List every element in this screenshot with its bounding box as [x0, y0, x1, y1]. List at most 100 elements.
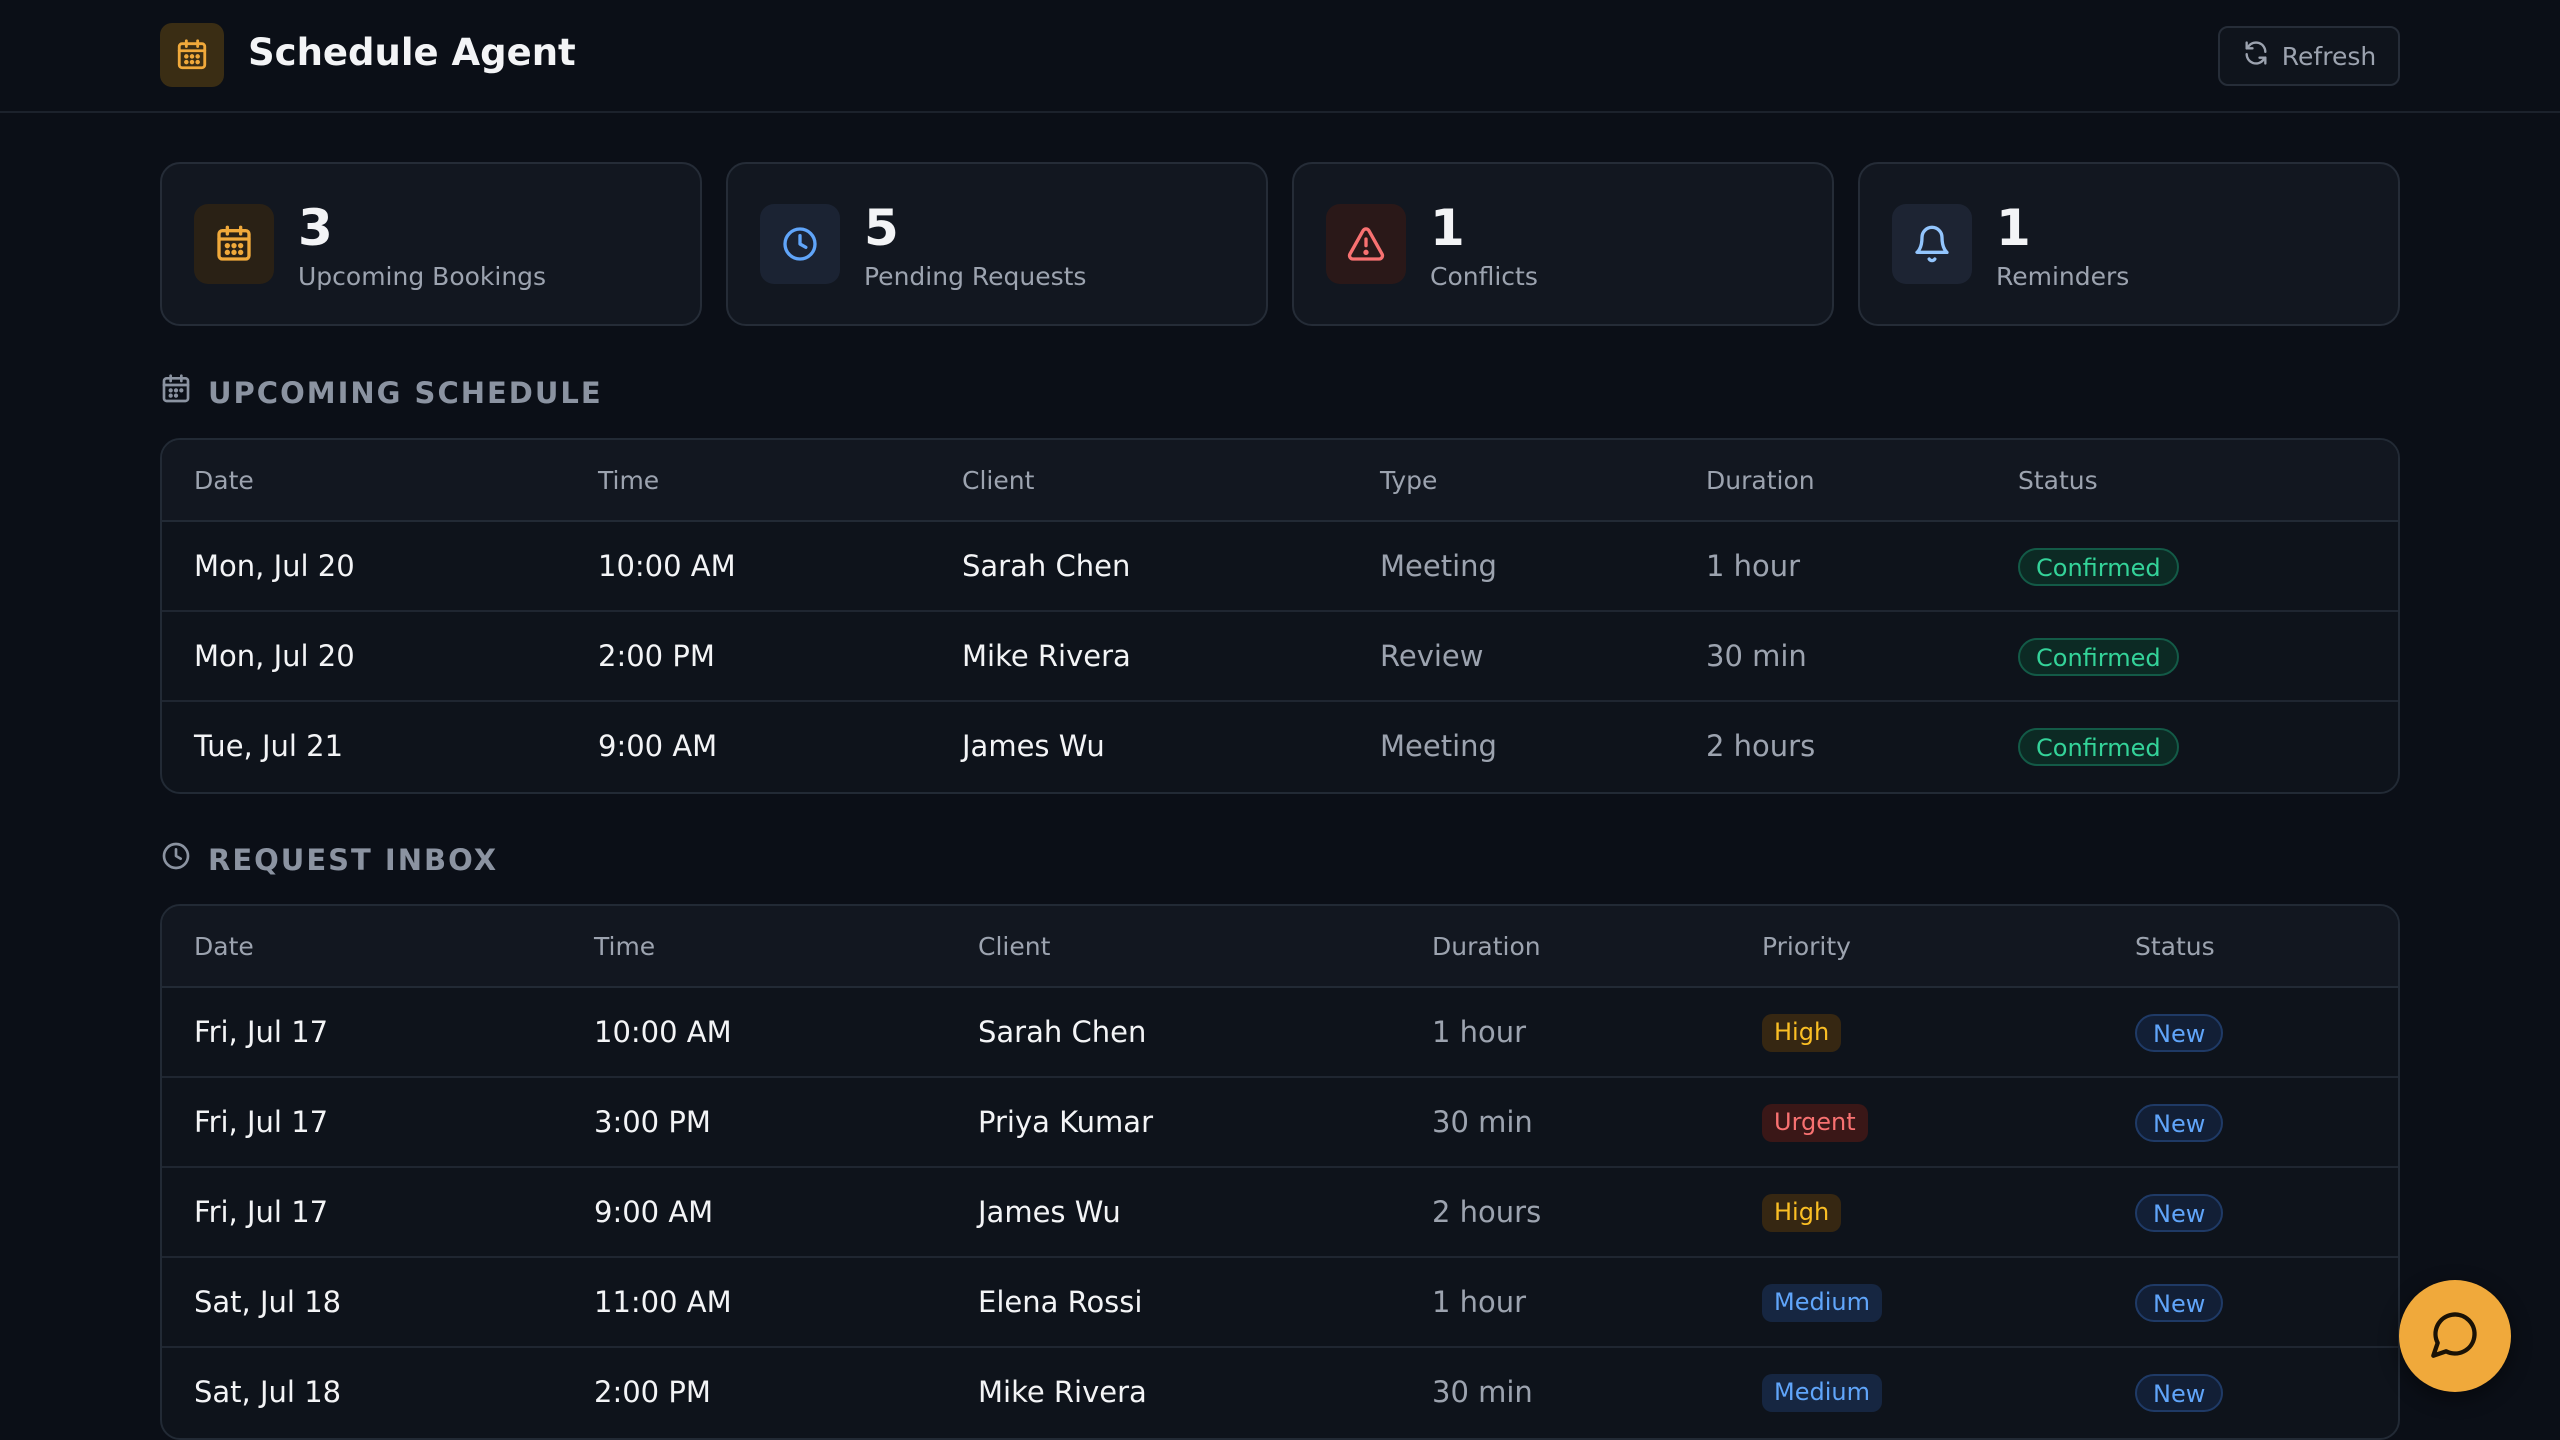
- table-row[interactable]: Tue, Jul 21 9:00 AM James Wu Meeting 2 h…: [162, 702, 2398, 792]
- stat-label: Conflicts: [1430, 262, 1538, 291]
- bell-icon: [1892, 204, 1972, 284]
- warning-icon: [1326, 204, 1406, 284]
- stat-value: 1: [1430, 199, 1465, 257]
- table-row[interactable]: Mon, Jul 20 2:00 PM Mike Rivera Review 3…: [162, 612, 2398, 702]
- section-title: REQUEST INBOX: [208, 842, 499, 877]
- cell-duration: 1 hour: [1432, 1015, 1527, 1049]
- cell-date: Fri, Jul 17: [194, 1015, 329, 1049]
- cell-time: 2:00 PM: [598, 639, 715, 673]
- chat-icon: [2429, 1308, 2481, 1364]
- status-badge: New: [2135, 1194, 2224, 1232]
- table-row[interactable]: Sat, Jul 18 11:00 AM Elena Rossi 1 hour …: [162, 1258, 2398, 1348]
- cell-client: Sarah Chen: [978, 1015, 1147, 1049]
- cell-time: 10:00 AM: [594, 1015, 732, 1049]
- cell-date: Tue, Jul 21: [194, 729, 344, 763]
- cell-type: Meeting: [1380, 729, 1497, 763]
- cell-date: Fri, Jul 17: [194, 1195, 329, 1229]
- cell-date: Mon, Jul 20: [194, 549, 355, 583]
- table-header: Date Time Client Duration Priority Statu…: [162, 906, 2398, 988]
- stat-label: Reminders: [1996, 262, 2130, 291]
- column-header-client: Client: [962, 466, 1035, 495]
- stat-card-reminders: 1 Reminders: [1858, 162, 2400, 326]
- cell-duration: 30 min: [1432, 1105, 1533, 1139]
- status-badge: New: [2135, 1374, 2224, 1412]
- cell-date: Mon, Jul 20: [194, 639, 355, 673]
- stat-card-pending-requests: 5 Pending Requests: [726, 162, 1268, 326]
- cell-time: 10:00 AM: [598, 549, 736, 583]
- status-badge: Confirmed: [2018, 548, 2179, 586]
- clock-icon: [760, 204, 840, 284]
- request-inbox-table: Date Time Client Duration Priority Statu…: [160, 904, 2400, 1440]
- stat-label: Pending Requests: [864, 262, 1087, 291]
- cell-time: 9:00 AM: [598, 729, 718, 763]
- cell-time: 3:00 PM: [594, 1105, 711, 1139]
- table-row[interactable]: Fri, Jul 17 9:00 AM James Wu 2 hours Hig…: [162, 1168, 2398, 1258]
- section-title: UPCOMING SCHEDULE: [208, 375, 603, 410]
- priority-badge: Medium: [1762, 1374, 1882, 1412]
- column-header-status: Status: [2018, 466, 2098, 495]
- app-title: Schedule Agent: [248, 31, 576, 74]
- table-header: Date Time Client Type Duration Status: [162, 440, 2398, 522]
- column-header-status: Status: [2135, 932, 2215, 961]
- cell-time: 11:00 AM: [594, 1285, 732, 1319]
- column-header-client: Client: [978, 932, 1051, 961]
- status-badge: New: [2135, 1284, 2224, 1322]
- cell-client: James Wu: [962, 729, 1105, 763]
- cell-client: Mike Rivera: [978, 1375, 1147, 1409]
- request-inbox-heading: REQUEST INBOX: [160, 840, 498, 879]
- stat-value: 3: [298, 199, 333, 257]
- column-header-date: Date: [194, 932, 254, 961]
- status-badge: Confirmed: [2018, 638, 2179, 676]
- table-row[interactable]: Sat, Jul 18 2:00 PM Mike Rivera 30 min M…: [162, 1348, 2398, 1438]
- column-header-duration: Duration: [1432, 932, 1541, 961]
- cell-date: Sat, Jul 18: [194, 1375, 342, 1409]
- stat-value: 5: [864, 199, 899, 257]
- cell-duration: 1 hour: [1432, 1285, 1527, 1319]
- cell-type: Meeting: [1380, 549, 1497, 583]
- chat-button[interactable]: [2399, 1280, 2511, 1392]
- cell-duration: 1 hour: [1706, 549, 1801, 583]
- table-row[interactable]: Fri, Jul 17 10:00 AM Sarah Chen 1 hour H…: [162, 988, 2398, 1078]
- priority-badge: Urgent: [1762, 1104, 1868, 1142]
- clock-icon: [160, 840, 192, 879]
- refresh-icon: [2242, 39, 2270, 73]
- table-row[interactable]: Mon, Jul 20 10:00 AM Sarah Chen Meeting …: [162, 522, 2398, 612]
- column-header-date: Date: [194, 466, 254, 495]
- priority-badge: High: [1762, 1014, 1842, 1052]
- cell-duration: 30 min: [1432, 1375, 1533, 1409]
- column-header-time: Time: [598, 466, 660, 495]
- cell-date: Sat, Jul 18: [194, 1285, 342, 1319]
- upcoming-schedule-heading: UPCOMING SCHEDULE: [160, 373, 603, 412]
- refresh-label: Refresh: [2281, 41, 2377, 71]
- stat-label: Upcoming Bookings: [298, 262, 547, 291]
- upcoming-schedule-table: Date Time Client Type Duration Status Mo…: [160, 438, 2400, 794]
- status-badge: New: [2135, 1104, 2224, 1142]
- stat-card-upcoming-bookings: 3 Upcoming Bookings: [160, 162, 702, 326]
- column-header-type: Type: [1380, 466, 1438, 495]
- column-header-priority: Priority: [1762, 932, 1851, 961]
- table-row[interactable]: Fri, Jul 17 3:00 PM Priya Kumar 30 min U…: [162, 1078, 2398, 1168]
- cell-client: Mike Rivera: [962, 639, 1131, 673]
- column-header-duration: Duration: [1706, 466, 1815, 495]
- calendar-icon: [160, 373, 192, 412]
- cell-duration: 2 hours: [1706, 729, 1816, 763]
- stat-value: 1: [1996, 199, 2031, 257]
- stat-card-conflicts: 1 Conflicts: [1292, 162, 1834, 326]
- cell-duration: 30 min: [1706, 639, 1807, 673]
- cell-date: Fri, Jul 17: [194, 1105, 329, 1139]
- status-badge: New: [2135, 1014, 2224, 1052]
- cell-duration: 2 hours: [1432, 1195, 1542, 1229]
- calendar-icon: [194, 204, 274, 284]
- cell-client: Priya Kumar: [978, 1105, 1154, 1139]
- refresh-button[interactable]: Refresh: [2218, 26, 2400, 86]
- column-header-time: Time: [594, 932, 656, 961]
- cell-time: 2:00 PM: [594, 1375, 711, 1409]
- calendar-icon: [160, 23, 224, 87]
- top-bar: Schedule Agent Refresh: [0, 0, 2560, 113]
- cell-client: Sarah Chen: [962, 549, 1131, 583]
- cell-client: Elena Rossi: [978, 1285, 1143, 1319]
- status-badge: Confirmed: [2018, 728, 2179, 766]
- priority-badge: Medium: [1762, 1284, 1882, 1322]
- cell-type: Review: [1380, 639, 1484, 673]
- cell-client: James Wu: [978, 1195, 1121, 1229]
